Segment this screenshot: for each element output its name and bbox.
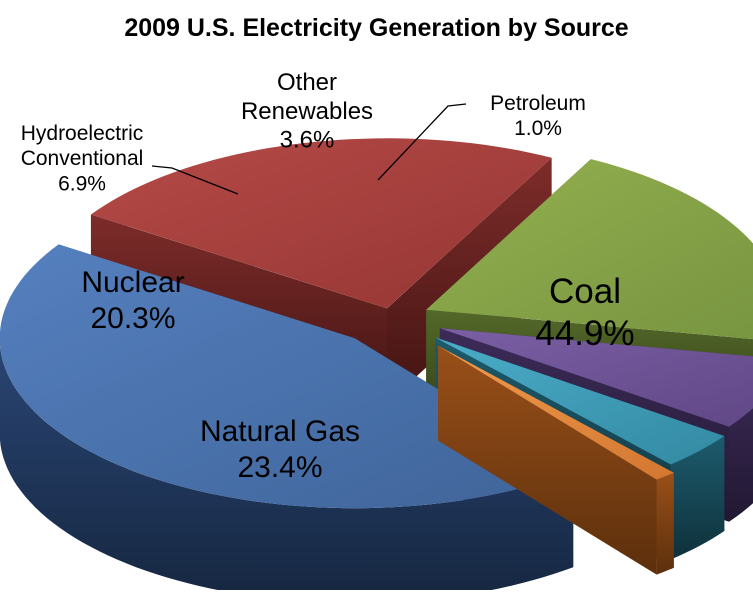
data-label-other-renewables-line: 3.6% — [280, 127, 335, 154]
slice-outer-side — [0, 345, 574, 595]
data-label-petroleum: Petroleum 1.0% — [490, 92, 586, 140]
data-label-natural-gas-line: 23.4% — [237, 451, 322, 484]
data-label-coal-line: 44.9% — [535, 314, 634, 353]
data-label-nuclear: Nuclear 20.3% — [81, 266, 184, 335]
data-label-nuclear-line: 20.3% — [90, 302, 175, 335]
data-label-petroleum-line: 1.0% — [514, 117, 562, 140]
data-label-coal-line: Coal — [549, 272, 621, 311]
slice-top-face — [0, 244, 574, 509]
slice-outer-side — [729, 408, 753, 522]
data-label-natural-gas-line: Natural Gas — [200, 415, 360, 448]
data-label-natural-gas: Natural Gas 23.4% — [200, 415, 360, 484]
slice-wall-end — [438, 345, 657, 575]
slice-top-face — [435, 337, 725, 465]
data-label-nuclear-line: Nuclear — [81, 266, 184, 299]
slice-outer-side — [670, 436, 725, 560]
leader-line-petroleum — [377, 103, 467, 181]
chart-title: 2009 U.S. Electricity Generation by Sour… — [124, 14, 629, 42]
data-label-petroleum-line: Petroleum — [490, 92, 586, 115]
slice-top-face — [439, 328, 753, 427]
data-label-hydroelectric-line: Conventional — [21, 147, 144, 170]
pie-slice-petroleum — [438, 345, 674, 575]
slice-top-face — [438, 345, 674, 480]
data-label-other-renewables: Other Renewables 3.6% — [241, 69, 373, 154]
data-label-other-renewables-line: Renewables — [241, 98, 373, 125]
slice-top-face — [426, 159, 753, 340]
data-label-hydroelectric-line: Hydroelectric — [21, 122, 144, 145]
data-label-coal: Coal 44.9% — [535, 272, 634, 353]
data-label-hydroelectric: Hydroelectric Conventional 6.9% — [21, 122, 144, 195]
slice-outer-side — [656, 472, 674, 575]
leader-line-hydroelectric — [151, 165, 239, 195]
data-label-other-renewables-line: Other — [277, 69, 337, 96]
data-label-hydroelectric-line: 6.9% — [58, 172, 106, 195]
